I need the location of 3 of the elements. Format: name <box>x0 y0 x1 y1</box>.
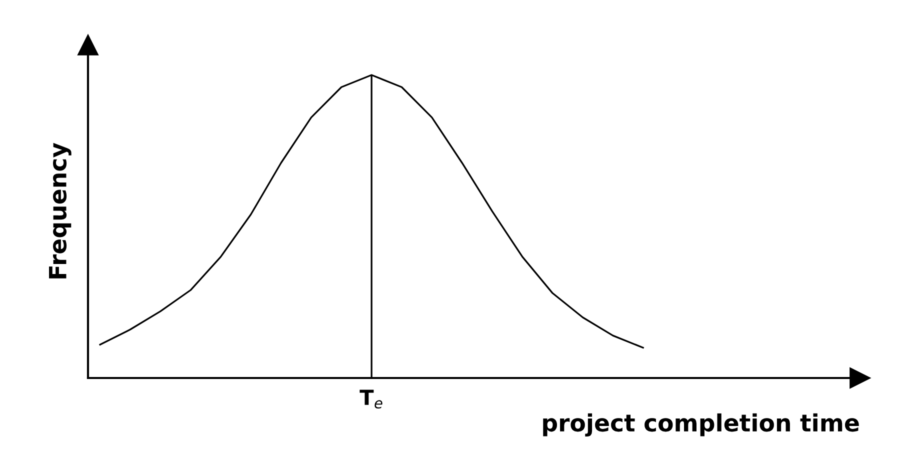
text: T$_{e}$ <box>360 390 382 409</box>
x-axis-title: project completion time <box>543 413 859 436</box>
y-axis-title: Frequency <box>49 142 72 278</box>
